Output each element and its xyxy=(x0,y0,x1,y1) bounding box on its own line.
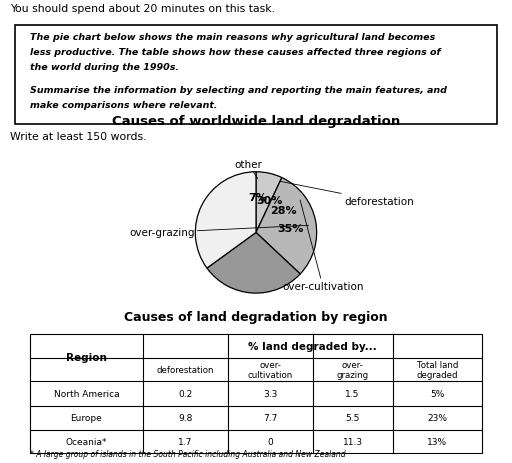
Text: 11.3: 11.3 xyxy=(343,437,362,446)
Wedge shape xyxy=(195,172,256,269)
Text: Causes of land degradation by region: Causes of land degradation by region xyxy=(124,310,388,323)
Text: 30%: 30% xyxy=(256,195,283,206)
Text: Total land
degraded: Total land degraded xyxy=(417,360,458,380)
Text: 0: 0 xyxy=(267,437,273,446)
Text: over-grazing: over-grazing xyxy=(129,226,309,238)
Text: 1.5: 1.5 xyxy=(346,389,360,398)
Text: 9.8: 9.8 xyxy=(178,413,193,422)
Text: deforestation: deforestation xyxy=(157,365,214,374)
Text: 7%: 7% xyxy=(249,193,268,203)
Title: Causes of worldwide land degradation: Causes of worldwide land degradation xyxy=(112,114,400,127)
Text: over-
grazing: over- grazing xyxy=(336,360,369,380)
Text: Oceania*: Oceania* xyxy=(66,437,107,446)
Text: Region: Region xyxy=(66,352,107,363)
Text: 13%: 13% xyxy=(428,437,447,446)
Text: You should spend about 20 minutes on this task.: You should spend about 20 minutes on thi… xyxy=(10,4,275,14)
Text: Europe: Europe xyxy=(71,413,102,422)
Text: 3.3: 3.3 xyxy=(263,389,278,398)
Text: 1.7: 1.7 xyxy=(178,437,193,446)
Text: over-
cultivation: over- cultivation xyxy=(247,360,293,380)
Bar xyxy=(30,334,482,453)
Text: the world during the 1990s.: the world during the 1990s. xyxy=(30,63,179,72)
Text: 28%: 28% xyxy=(270,206,296,216)
Text: make comparisons where relevant.: make comparisons where relevant. xyxy=(30,101,217,110)
Wedge shape xyxy=(256,172,282,233)
Wedge shape xyxy=(207,233,300,294)
Text: 35%: 35% xyxy=(278,223,304,233)
Text: 7.7: 7.7 xyxy=(263,413,278,422)
Text: Write at least 150 words.: Write at least 150 words. xyxy=(10,131,147,142)
Text: The pie chart below shows the main reasons why agricultural land becomes: The pie chart below shows the main reaso… xyxy=(30,32,435,41)
Text: over-cultivation: over-cultivation xyxy=(282,200,364,291)
Wedge shape xyxy=(256,178,317,275)
Text: less productive. The table shows how these causes affected three regions of: less productive. The table shows how the… xyxy=(30,48,440,57)
Text: North America: North America xyxy=(54,389,119,398)
Text: * A large group of islands in the South Pacific including Australia and New Zeal: * A large group of islands in the South … xyxy=(30,449,346,457)
Text: 0.2: 0.2 xyxy=(178,389,193,398)
Text: 23%: 23% xyxy=(428,413,447,422)
Text: 5%: 5% xyxy=(430,389,444,398)
Text: Summarise the information by selecting and reporting the main features, and: Summarise the information by selecting a… xyxy=(30,86,446,94)
FancyBboxPatch shape xyxy=(15,25,497,125)
Text: 5.5: 5.5 xyxy=(346,413,360,422)
Text: % land degraded by...: % land degraded by... xyxy=(248,341,377,351)
Text: other: other xyxy=(235,160,263,179)
Text: deforestation: deforestation xyxy=(280,182,414,206)
